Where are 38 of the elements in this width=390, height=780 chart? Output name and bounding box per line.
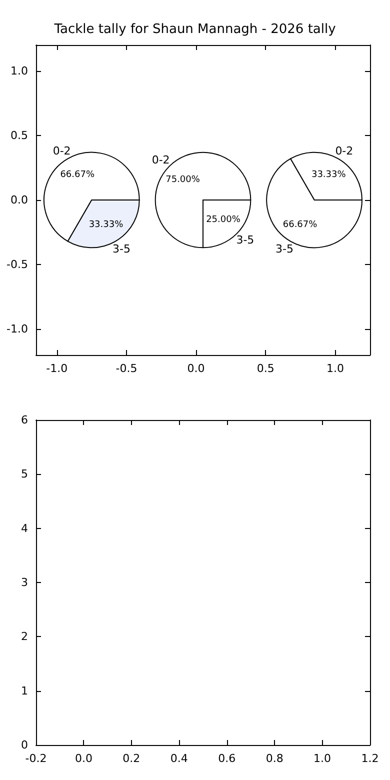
x-tick-label: 0.5 [256, 362, 274, 375]
x-tick-label: 1.2 [361, 752, 379, 765]
slice-label: 3-5 [112, 242, 130, 256]
x-tick-label: 0.6 [218, 752, 236, 765]
x-tick-label: 0.0 [74, 752, 92, 765]
y-tick-label: 2 [21, 630, 28, 644]
x-tick-label: -0.2 [25, 752, 47, 765]
data-label: 75.00% [166, 174, 200, 185]
y-tick-label: 6 [21, 414, 28, 426]
y-tick-label: 4 [21, 522, 28, 535]
slice-label: 0-2 [152, 153, 170, 166]
y-tick-label: 0.5 [10, 128, 28, 142]
data-label: 33.33% [311, 170, 346, 180]
y-tick-label: 5 [21, 468, 28, 481]
category-label: 0-2 [335, 144, 354, 158]
x-tick-label: 0.8 [266, 752, 284, 765]
x-tick-label: 0.2 [122, 752, 140, 765]
category-label: 3-5 [236, 234, 254, 247]
category-label: 3-5 [276, 242, 294, 256]
x-tick-label: 1.0 [314, 752, 332, 765]
y-tick-label: -0.5 [6, 258, 28, 272]
slice-label: 0-2 [52, 144, 71, 158]
y-tick-label: 3 [21, 576, 28, 589]
y-tick-label: 0 [21, 738, 28, 752]
x-tick-label: 1.0 [326, 362, 344, 375]
y-tick-label: 1 [21, 684, 28, 698]
x-tick-label: 0.4 [170, 752, 188, 765]
data-label: 66.67% [282, 220, 318, 230]
y-tick-label: 0.0 [10, 194, 28, 206]
data-label: 66.67% [60, 170, 95, 180]
data-label: 33.33% [88, 220, 124, 230]
data-label: 25.00% [206, 215, 241, 226]
y-tick-label: 1.0 [10, 64, 28, 78]
x-tick-label: 0.0 [187, 362, 205, 375]
y-tick-label: -1.0 [6, 322, 28, 336]
x-tick-label: -0.5 [116, 362, 138, 375]
chart-title: Tackle tally for Shaun Mannagh - 2026 tally [53, 22, 336, 37]
x-tick-label: -1.0 [46, 362, 68, 375]
